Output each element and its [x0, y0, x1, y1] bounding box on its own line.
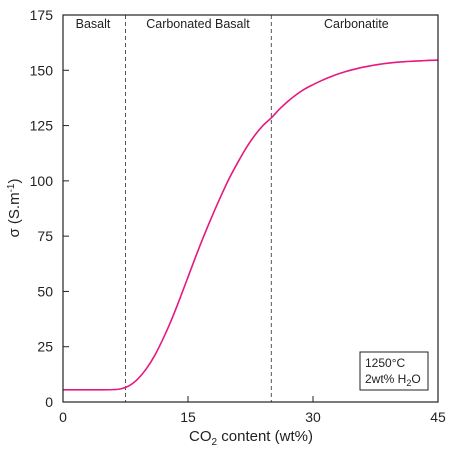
y-tick-label-1: 25 [37, 339, 53, 355]
y-tick-label-3: 75 [37, 228, 53, 244]
y-tick-label-6: 150 [30, 62, 54, 78]
region-label-1: Carbonated Basalt [146, 17, 250, 31]
x-axis-title: CO2 content (wt%) [189, 428, 313, 448]
y-axis-title-main: σ (S.m [6, 192, 23, 237]
annotation-box: 1250°C 2wt% H2O [359, 351, 429, 391]
plot-frame [62, 14, 439, 403]
region-label-2: Carbonatite [324, 17, 389, 31]
y-axis-title-sup: -1 [6, 183, 17, 192]
y-tick-label-7: 175 [30, 7, 54, 23]
region-labels: Basalt Carbonated Basalt Carbonatite [76, 17, 389, 31]
x-axis-ticks: 0 15 30 45 [59, 396, 446, 425]
annotation-line-2: 2wt% H2O [365, 372, 421, 388]
x-tick-label-3: 45 [430, 409, 446, 425]
x-axis-title-main: CO [189, 428, 212, 445]
x-tick-label-0: 0 [59, 409, 67, 425]
y-tick-label-0: 0 [45, 394, 53, 410]
y-axis-title-rest: ) [6, 179, 23, 184]
x-tick-label-1: 15 [180, 409, 196, 425]
annotation-line-1: 1250°C [365, 356, 405, 370]
x-axis-title-sub: 2 [212, 437, 218, 448]
x-tick-label-2: 30 [305, 409, 321, 425]
region-label-0: Basalt [76, 17, 111, 31]
series-line-0 [62, 59, 439, 391]
annotation-frame [359, 351, 429, 391]
series-group [62, 59, 439, 391]
x-axis-title-rest: content (wt%) [217, 428, 313, 445]
y-tick-label-2: 50 [37, 283, 53, 299]
y-axis-title: σ (S.m-1) [6, 179, 23, 238]
annotation-line-2-rest: O [411, 372, 420, 386]
y-tick-label-5: 125 [30, 118, 54, 134]
y-axis-ticks: 0 25 50 75 100 125 150 175 [30, 7, 69, 410]
annotation-line-2-main: 2wt% H [365, 372, 406, 386]
annotation-line-2-sub: 2 [406, 378, 411, 388]
region-boundaries [125, 15, 272, 402]
y-tick-label-4: 100 [30, 173, 54, 189]
